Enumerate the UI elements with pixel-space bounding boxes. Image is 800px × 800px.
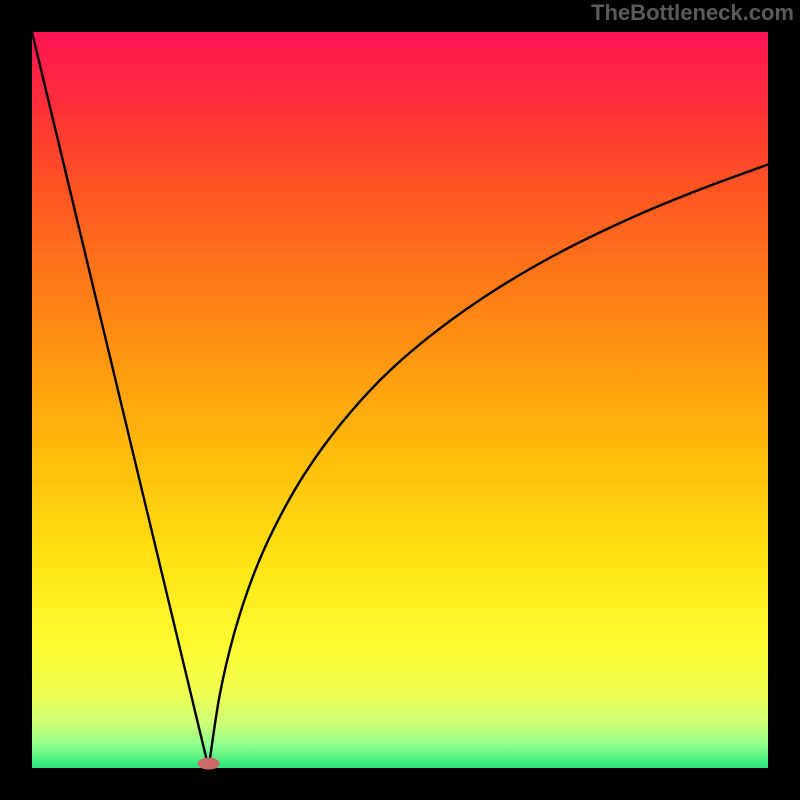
optimum-marker bbox=[198, 758, 220, 770]
bottleneck-chart: TheBottleneck.com bbox=[0, 0, 800, 800]
watermark-text: TheBottleneck.com bbox=[591, 0, 794, 26]
chart-plot-area bbox=[32, 32, 768, 768]
chart-svg bbox=[0, 0, 800, 800]
